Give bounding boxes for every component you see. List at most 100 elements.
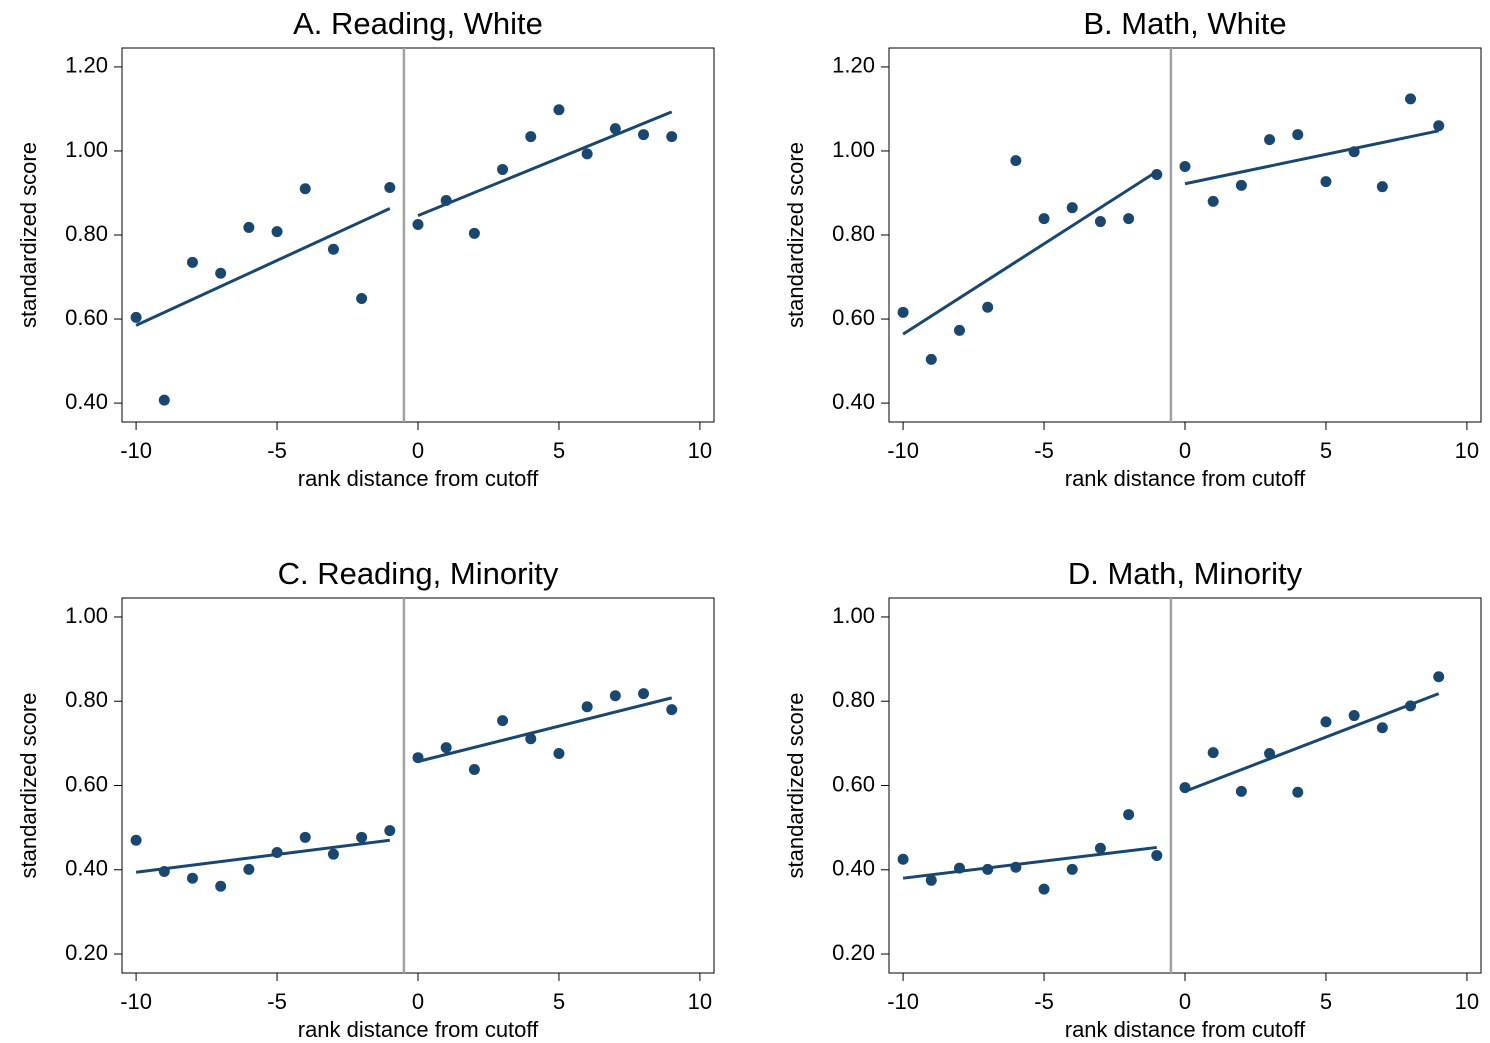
data-point — [1264, 134, 1276, 146]
x-tick-label: 5 — [1320, 438, 1332, 463]
data-point — [1235, 785, 1247, 797]
y-tick-label: 0.60 — [65, 771, 108, 796]
fit-line — [902, 845, 1157, 880]
data-point — [243, 863, 255, 875]
x-tick-label: 10 — [688, 438, 712, 463]
data-point — [1179, 782, 1191, 794]
data-point — [581, 148, 593, 160]
data-point — [638, 129, 650, 141]
x-tick-label: 0 — [412, 438, 424, 463]
data-point — [1376, 722, 1388, 734]
data-point — [497, 163, 509, 175]
y-tick-label: 1.00 — [65, 137, 108, 162]
data-point — [468, 763, 480, 775]
data-point — [1010, 155, 1022, 167]
data-point — [412, 752, 424, 764]
y-tick-label: 0.40 — [832, 856, 875, 881]
data-point — [130, 834, 142, 846]
data-point — [215, 880, 227, 892]
y-tick-label: 0.80 — [832, 687, 875, 712]
data-point — [384, 182, 396, 194]
data-point — [271, 226, 283, 238]
data-point — [982, 301, 994, 313]
x-tick-label: 0 — [1179, 989, 1191, 1014]
data-point — [953, 324, 965, 336]
data-point — [609, 690, 621, 702]
y-tick-label: 0.60 — [832, 305, 875, 330]
data-point — [186, 872, 198, 884]
fit-line — [1184, 129, 1440, 186]
y-tick-label: 0.40 — [65, 389, 108, 414]
fit-line — [1184, 692, 1440, 793]
data-point — [1405, 93, 1417, 105]
x-tick-label: -10 — [120, 438, 152, 463]
data-point — [384, 825, 396, 837]
data-point — [638, 688, 650, 700]
data-point — [327, 243, 339, 255]
data-point — [525, 733, 537, 745]
y-axis-label: standardized score — [783, 142, 808, 328]
y-axis-label: standardized score — [16, 142, 41, 328]
data-point — [1123, 213, 1135, 225]
data-point — [897, 306, 909, 318]
data-point — [1066, 202, 1078, 214]
fit-line — [417, 696, 673, 763]
data-point — [1292, 129, 1304, 141]
y-tick-label: 0.20 — [65, 940, 108, 965]
x-tick-label: 5 — [553, 989, 565, 1014]
panel-title: D. Math, Minority — [1068, 556, 1303, 591]
data-point — [243, 221, 255, 233]
x-tick-label: -10 — [120, 989, 152, 1014]
x-tick-label: 0 — [1179, 438, 1191, 463]
x-axis-label: rank distance from cutoff — [1065, 466, 1306, 491]
data-point — [525, 131, 537, 143]
y-tick-label: 1.20 — [65, 53, 108, 78]
data-point — [497, 715, 509, 727]
data-point — [1433, 671, 1445, 683]
x-tick-label: -10 — [887, 438, 919, 463]
data-point — [1320, 716, 1332, 728]
x-tick-label: -10 — [887, 989, 919, 1014]
x-tick-label: 10 — [688, 989, 712, 1014]
data-point — [982, 863, 994, 875]
data-point — [925, 353, 937, 365]
y-tick-label: 1.20 — [832, 53, 875, 78]
data-point — [1292, 786, 1304, 798]
plot-area — [888, 47, 1482, 423]
data-point — [1264, 747, 1276, 759]
data-point — [412, 218, 424, 230]
y-axis-label: standardized score — [783, 693, 808, 879]
x-tick-label: -5 — [267, 438, 287, 463]
x-tick-label: 5 — [553, 438, 565, 463]
data-point — [1235, 179, 1247, 191]
data-point — [158, 394, 170, 406]
data-point — [1348, 710, 1360, 722]
data-point — [440, 195, 452, 207]
data-point — [1038, 883, 1050, 895]
y-tick-label: 0.40 — [832, 389, 875, 414]
x-tick-label: 10 — [1455, 438, 1479, 463]
y-tick-label: 0.60 — [832, 771, 875, 796]
data-point — [1405, 700, 1417, 712]
data-point — [186, 256, 198, 268]
panel-title: A. Reading, White — [293, 6, 543, 41]
data-point — [215, 267, 227, 279]
x-axis-label: rank distance from cutoff — [298, 466, 539, 491]
data-point — [1207, 195, 1219, 207]
fit-line — [902, 170, 1158, 336]
data-point — [440, 742, 452, 754]
data-point — [1094, 216, 1106, 228]
y-tick-label: 1.00 — [832, 137, 875, 162]
data-point — [1151, 168, 1163, 180]
data-point — [1433, 120, 1445, 132]
fit-line — [417, 110, 673, 218]
x-axis-label: rank distance from cutoff — [298, 1017, 539, 1042]
x-tick-label: -5 — [1034, 438, 1054, 463]
y-tick-label: 1.00 — [65, 603, 108, 628]
data-point — [1207, 747, 1219, 759]
data-point — [356, 292, 368, 304]
x-tick-label: 5 — [1320, 989, 1332, 1014]
data-point — [1151, 849, 1163, 861]
data-point — [271, 846, 283, 858]
data-point — [299, 183, 311, 195]
